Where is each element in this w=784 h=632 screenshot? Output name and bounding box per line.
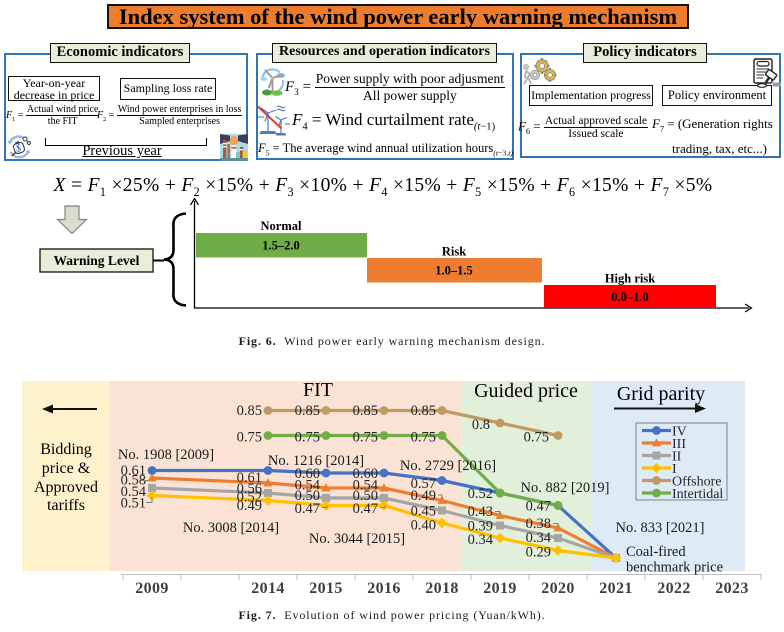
svg-text:2009: 2009 xyxy=(135,580,169,597)
svg-text:0.51: 0.51 xyxy=(121,496,146,512)
svg-text:Warning Level: Warning Level xyxy=(54,253,140,268)
svg-text:0.52: 0.52 xyxy=(237,490,262,506)
svg-text:0.60: 0.60 xyxy=(353,466,378,482)
svg-text:0.54: 0.54 xyxy=(295,478,321,494)
svg-text:2022: 2022 xyxy=(657,580,691,597)
svg-text:0.34: 0.34 xyxy=(526,530,552,546)
svg-text:benchmark price: benchmark price xyxy=(626,560,723,576)
svg-text:0.85: 0.85 xyxy=(411,403,436,419)
svg-text:0.85: 0.85 xyxy=(353,403,378,419)
svg-text:Coal-fired: Coal-fired xyxy=(626,544,686,560)
svg-text:0.47: 0.47 xyxy=(295,501,320,517)
svg-text:Risk: Risk xyxy=(442,245,466,259)
svg-text:0.61: 0.61 xyxy=(121,463,146,479)
svg-text:0.56: 0.56 xyxy=(237,481,262,497)
svg-text:$: $ xyxy=(16,144,21,155)
svg-text:2018: 2018 xyxy=(425,580,459,597)
svg-text:Normal: Normal xyxy=(261,219,302,233)
svg-text:1.0–1.5: 1.0–1.5 xyxy=(435,264,473,278)
svg-text:0.57: 0.57 xyxy=(411,476,436,492)
svg-text:II: II xyxy=(672,450,682,465)
svg-text:1.5–2.0: 1.5–2.0 xyxy=(262,239,300,253)
svg-text:FIT: FIT xyxy=(303,379,333,401)
svg-text:0.75: 0.75 xyxy=(237,430,262,446)
svg-text:0.38: 0.38 xyxy=(526,516,551,532)
svg-text:0.85: 0.85 xyxy=(237,403,262,419)
svg-text:0.75: 0.75 xyxy=(295,430,320,446)
svg-text:No. 2729 [2016]: No. 2729 [2016] xyxy=(400,458,496,474)
svg-text:No. 1216 [2014]: No. 1216 [2014] xyxy=(268,453,364,469)
svg-text:IV: IV xyxy=(672,425,687,440)
svg-text:No. 1908 [2009]: No. 1908 [2009] xyxy=(118,447,214,463)
svg-text:No. 833 [2021]: No. 833 [2021] xyxy=(615,520,704,536)
svg-text:0.8: 0.8 xyxy=(472,417,490,433)
svg-text:0.75: 0.75 xyxy=(411,430,436,446)
svg-text:0.34: 0.34 xyxy=(468,532,494,548)
svg-text:0.45: 0.45 xyxy=(411,504,436,520)
svg-text:0.75: 0.75 xyxy=(353,430,378,446)
svg-text:2021: 2021 xyxy=(599,580,633,597)
svg-text:0.75: 0.75 xyxy=(524,430,549,446)
svg-text:0.43: 0.43 xyxy=(468,504,493,520)
svg-text:0.60: 0.60 xyxy=(295,466,320,482)
svg-text:0.52: 0.52 xyxy=(468,486,493,502)
svg-text:0.50: 0.50 xyxy=(353,488,378,504)
svg-text:2014: 2014 xyxy=(251,580,285,597)
svg-text:I: I xyxy=(672,462,677,477)
svg-text:No. 3044 [2015]: No. 3044 [2015] xyxy=(309,531,405,547)
svg-text:No. 3008 [2014]: No. 3008 [2014] xyxy=(183,520,279,536)
svg-text:0.54: 0.54 xyxy=(353,478,379,494)
svg-text:High risk: High risk xyxy=(605,272,655,286)
svg-text:0.49: 0.49 xyxy=(411,488,436,504)
svg-text:0.61: 0.61 xyxy=(237,470,262,486)
svg-text:Grid parity: Grid parity xyxy=(617,383,705,405)
svg-text:0.50: 0.50 xyxy=(295,488,320,504)
svg-text:0.39: 0.39 xyxy=(468,519,493,535)
svg-text:0.85: 0.85 xyxy=(295,403,320,419)
svg-text:0.58: 0.58 xyxy=(121,473,146,489)
svg-text:2023: 2023 xyxy=(715,580,749,597)
svg-text:tariffs: tariffs xyxy=(47,497,85,514)
svg-text:0.54: 0.54 xyxy=(121,484,147,500)
svg-text:Guided price: Guided price xyxy=(474,380,578,402)
svg-text:0.47: 0.47 xyxy=(526,499,551,515)
svg-text:2020: 2020 xyxy=(541,580,575,597)
svg-text:price &: price & xyxy=(42,460,91,477)
svg-text:0.47: 0.47 xyxy=(353,501,378,517)
svg-text:Approved: Approved xyxy=(34,479,98,496)
svg-text:0.29: 0.29 xyxy=(526,545,551,561)
svg-text:No. 882 [2019]: No. 882 [2019] xyxy=(520,480,609,496)
svg-text:0.40: 0.40 xyxy=(411,518,436,534)
svg-text:0.0–1.0: 0.0–1.0 xyxy=(611,290,649,304)
svg-text:2015: 2015 xyxy=(309,580,343,597)
svg-text:Intertidal: Intertidal xyxy=(672,487,723,502)
svg-text:III: III xyxy=(672,437,686,452)
svg-text:0.49: 0.49 xyxy=(237,498,262,514)
svg-text:Bidding: Bidding xyxy=(40,441,92,458)
svg-text:Offshore: Offshore xyxy=(672,475,722,490)
svg-text:2019: 2019 xyxy=(483,580,517,597)
svg-text:2016: 2016 xyxy=(367,580,401,597)
